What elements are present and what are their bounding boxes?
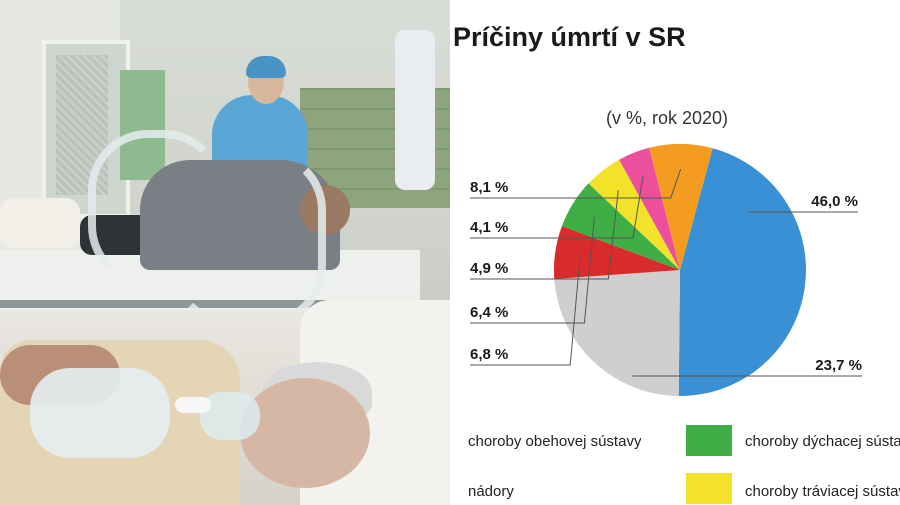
pie-slice xyxy=(554,270,680,396)
chart-title: Príčiny úmrtí v SR xyxy=(453,22,686,52)
legend-label: choroby obehovej sústavy xyxy=(468,433,642,450)
hospital-photo xyxy=(0,0,450,505)
leader-line xyxy=(470,190,619,280)
chart-subtitle: (v %, rok 2020) xyxy=(606,108,729,128)
leader-line xyxy=(470,169,682,199)
leader-line xyxy=(470,255,581,366)
slice-label: 6,8 % xyxy=(470,346,508,363)
legend-label: choroby dýchacej sústavy xyxy=(745,433,900,450)
slice-label: 23,7 % xyxy=(815,357,862,374)
legend-label: nádory xyxy=(468,483,514,500)
pie-slice xyxy=(649,143,713,270)
pie-slice xyxy=(553,226,680,279)
pie-chart: 46,0 % 23,7 % 6,8 % 6,4 % 4,9 % 4,1 % 8,1 % xyxy=(470,143,862,397)
pie-slice xyxy=(678,148,806,397)
legend-swatch xyxy=(686,425,732,456)
leader-line xyxy=(470,216,595,324)
slice-label: 46,0 % xyxy=(811,193,858,210)
legend-label: choroby tráviacej sústavy xyxy=(745,483,900,500)
slice-label: 4,1 % xyxy=(470,219,508,236)
slice-label: 6,4 % xyxy=(470,304,508,321)
legend-swatch xyxy=(686,473,732,504)
chart-panel: Príčiny úmrtí v SR (v %, rok 2020) 46,0 … xyxy=(450,0,900,505)
leader-line xyxy=(470,176,644,239)
slice-label: 8,1 % xyxy=(470,179,508,196)
pie-slice xyxy=(619,147,680,270)
pie-slice xyxy=(588,159,680,270)
slice-label: 4,9 % xyxy=(470,260,508,277)
pie-slice xyxy=(561,183,680,270)
